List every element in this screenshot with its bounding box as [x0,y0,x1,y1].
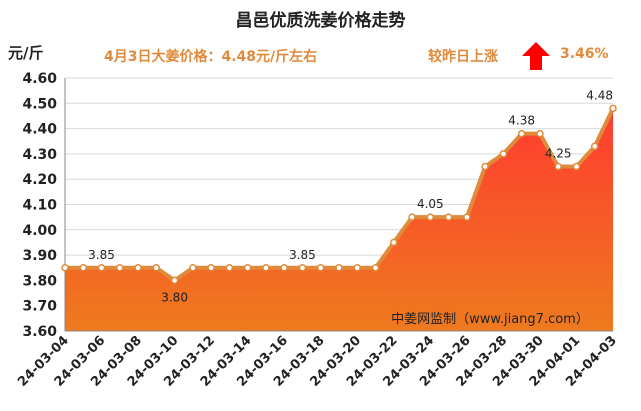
data-point [298,264,307,272]
axes [64,78,613,332]
data-point [408,213,416,221]
data-point [134,264,142,272]
y-tick-label: 3.90 [22,248,57,264]
data-label: 4.38 [508,114,535,128]
data-point [243,264,252,272]
data-point [225,264,234,272]
data-labels: 3.85 3.80 3.85 4.05 4.38 4.25 4.48 [88,88,613,304]
data-point [499,150,508,158]
y-tick-label: 3.80 [22,273,57,289]
data-point [61,264,69,272]
data-point [335,264,343,272]
data-point [262,264,270,272]
data-label: 4.48 [586,88,613,102]
data-point [280,264,288,272]
data-point [207,264,215,272]
y-tick-label: 4.00 [22,223,57,239]
data-point [572,162,581,171]
change-label: 较昨日上涨 [428,49,498,65]
data-point [426,213,435,221]
watermark: 中姜网监制（www.jiang7.com） [391,312,589,327]
data-point [481,162,489,171]
data-point [316,264,325,272]
data-point [536,129,544,138]
y-tick-label: 3.60 [22,324,57,340]
data-point [116,264,124,272]
data-point [517,129,526,138]
data-point [590,142,599,151]
data-point [79,264,88,272]
y-tick-labels: 3.60 3.70 3.80 3.90 4.00 4.10 4.20 4.30 4.40 4.50… [22,71,57,340]
y-tick-label: 4.10 [22,198,57,214]
data-point [554,162,562,171]
data-label: 3.85 [289,248,316,262]
data-point [609,104,617,113]
data-point [371,264,380,272]
data-label: 3.80 [161,290,188,304]
data-point [444,213,453,221]
y-tick-label: 4.60 [22,71,57,87]
up-arrow-icon [522,42,550,70]
data-label: 4.25 [545,147,572,161]
data-point [463,213,471,221]
data-point [97,264,106,272]
y-tick-label: 4.30 [22,147,57,163]
price-note: 4月3日大姜价格：4.48元/斤左右 [104,49,318,65]
area-shape [65,108,613,331]
y-tick-label: 4.20 [22,172,57,188]
x-tick-labels: 24-03-0424-03-0624-03-0824-03-1024-03-12… [15,333,620,390]
data-point [353,264,362,272]
chart-title: 昌邑优质洗姜价格走势 [235,11,406,31]
data-label: 3.85 [88,248,115,262]
data-point [189,264,197,272]
data-points [61,104,617,285]
y-axis-unit: 元/斤 [8,44,44,62]
data-point [390,238,398,247]
area-fill [65,108,613,331]
data-label: 4.05 [417,197,444,211]
y-tick-label: 3.70 [22,299,57,315]
y-tick-label: 4.40 [22,122,57,138]
data-point [152,264,161,272]
y-tick-label: 4.50 [22,96,57,112]
change-percent: 3.46% [560,46,609,62]
data-point [170,276,179,285]
